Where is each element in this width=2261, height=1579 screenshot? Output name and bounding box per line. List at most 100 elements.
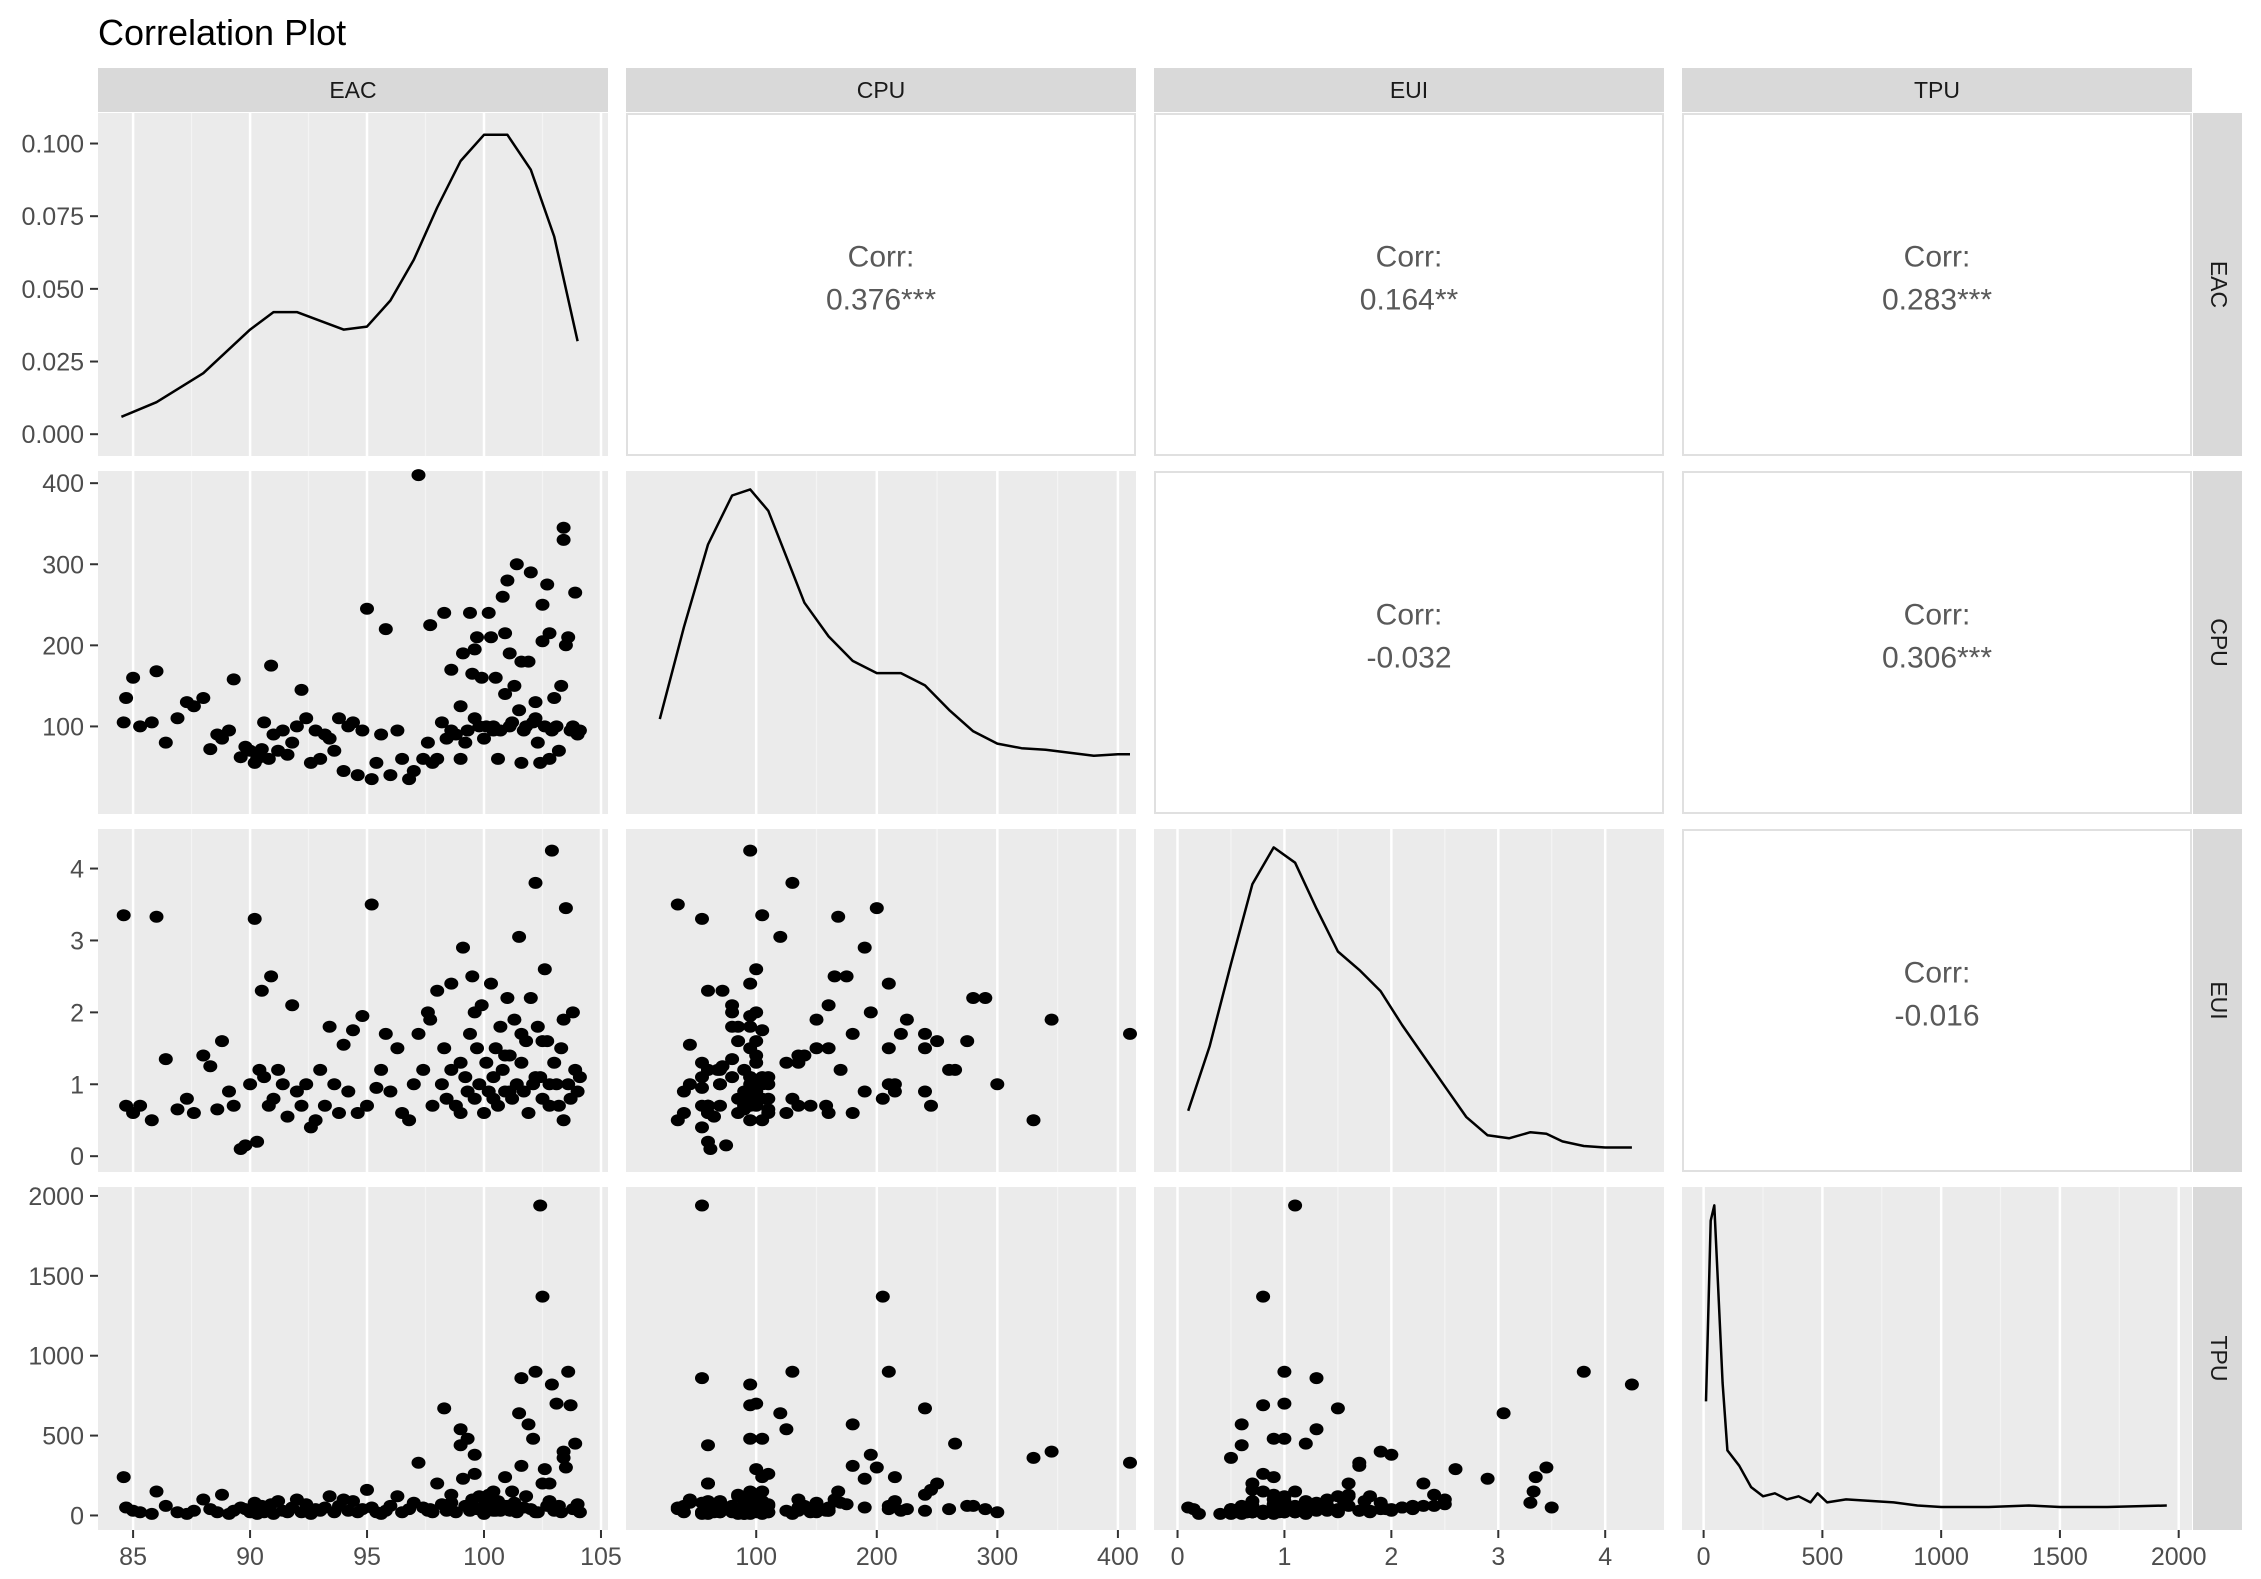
data-point [215,1035,229,1048]
data-point [1213,1507,1228,1520]
panel-eui-eac [98,829,608,1172]
data-point [761,1107,776,1119]
data-point [1256,1290,1271,1303]
strip-right-label: CPU [2206,618,2232,667]
data-point [701,1495,715,1508]
data-point [755,1024,770,1037]
data-point [322,1020,337,1033]
panel-eac-eac [98,113,608,456]
y-tick-label: 1500 [28,1263,84,1291]
panel-eui-eui [1154,829,1664,1172]
data-point [1288,1485,1303,1498]
data-point [1266,1488,1281,1501]
data-point [430,984,445,997]
data-point [203,1060,218,1073]
data-point [486,1504,501,1517]
data-point [918,1042,932,1055]
data-point [486,1092,501,1105]
y-tick-label: 2 [70,999,84,1027]
data-point [453,1107,468,1119]
data-point [1277,1506,1292,1519]
data-point [695,1056,709,1069]
strip-right-label: EUI [2206,981,2232,1019]
data-point [275,724,290,737]
x-tick-label: 1 [1277,1543,1291,1571]
data-point [556,533,571,546]
data-point [514,1027,529,1040]
x-tick-label: 300 [976,1543,1018,1571]
data-point [458,1071,473,1084]
data-point [257,1071,272,1084]
data-point [360,602,374,615]
data-point [743,1114,758,1127]
data-point [779,1056,794,1069]
data-point [715,984,730,997]
data-point [749,1463,764,1476]
data-point [453,1056,468,1069]
data-point [332,1107,346,1119]
data-point [317,1099,332,1112]
x-tick-label: 0 [1697,1543,1711,1571]
data-point [530,736,545,749]
data-point [1341,1490,1356,1503]
data-point [378,1027,393,1040]
data-point [1330,1402,1345,1415]
data-point [549,1397,564,1410]
data-point [378,623,393,636]
data-point [149,1485,164,1498]
data-point [731,1107,746,1119]
data-point [1341,1499,1356,1512]
data-point [1352,1459,1367,1472]
data-point [502,1085,517,1098]
data-point [565,1006,580,1019]
data-point [453,700,468,713]
data-point [341,1085,356,1098]
data-point [1277,1365,1292,1378]
data-point [572,1506,587,1519]
data-point [535,1477,550,1490]
data-point [514,1459,529,1472]
data-point [1277,1495,1292,1508]
data-point [264,970,279,983]
data-point [1245,1506,1260,1519]
data-point [1526,1485,1541,1498]
data-point [1416,1499,1431,1512]
axes: 0.0000.0250.0500.0750.100100200300400012… [21,131,2206,1571]
data-point [226,1099,241,1112]
data-point [682,1496,697,1509]
data-point [960,1499,975,1512]
data-point [266,1092,281,1105]
data-point [336,1038,351,1051]
data-point [486,1485,501,1498]
data-point [948,1437,963,1450]
data-point [542,627,557,640]
data-point [1395,1501,1410,1514]
data-point [425,1099,440,1112]
data-point [1234,1439,1249,1452]
data-point [537,1463,552,1476]
data-point [670,898,685,911]
data-point [554,1042,569,1055]
strip-right-background [2193,113,2242,456]
x-tick-label: 400 [1097,1543,1139,1571]
data-point [563,1399,578,1412]
panel-eui-tpu: Corr: -0.016 [1682,829,2192,1172]
data-point [322,732,337,745]
data-point [558,902,573,915]
data-point [243,1078,258,1091]
data-point [554,679,569,692]
data-point [133,1099,148,1112]
data-point [402,1114,417,1127]
y-tick-label: 100 [42,713,84,741]
data-point [448,1506,463,1519]
data-point [448,728,463,741]
data-point [289,720,304,733]
data-point [203,743,218,756]
data-point [472,1078,487,1091]
data-point [556,1013,571,1026]
data-point [749,1035,764,1048]
data-point [423,1503,438,1516]
data-point [327,744,342,757]
data-point [554,1506,569,1519]
strip-top-label: EAC [329,77,376,103]
